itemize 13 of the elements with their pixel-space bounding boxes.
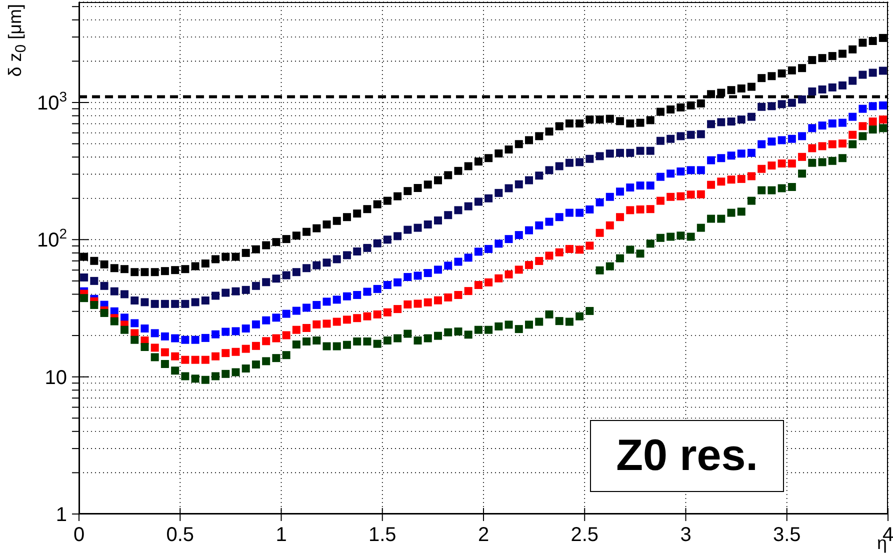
y-tick-label: 1 bbox=[56, 504, 67, 526]
x-tick-label: 3 bbox=[680, 524, 692, 546]
x-tick-label: 1.5 bbox=[368, 524, 396, 546]
x-tick-label: 0 bbox=[73, 524, 85, 546]
x-tick-label: 3.5 bbox=[772, 524, 801, 546]
x-tick-label: 2.5 bbox=[570, 524, 599, 546]
x-tick-label: 1 bbox=[276, 524, 287, 546]
y-tick-label: 10$^{2}$ bbox=[36, 226, 68, 252]
x-tick-label: 0.5 bbox=[166, 524, 194, 546]
x-tick-label: 2 bbox=[478, 524, 490, 546]
annotation: Z0 res. bbox=[616, 431, 758, 481]
y-tick-label: 10$^{3}$ bbox=[36, 88, 68, 114]
y-tick-label: 10 bbox=[44, 366, 67, 389]
